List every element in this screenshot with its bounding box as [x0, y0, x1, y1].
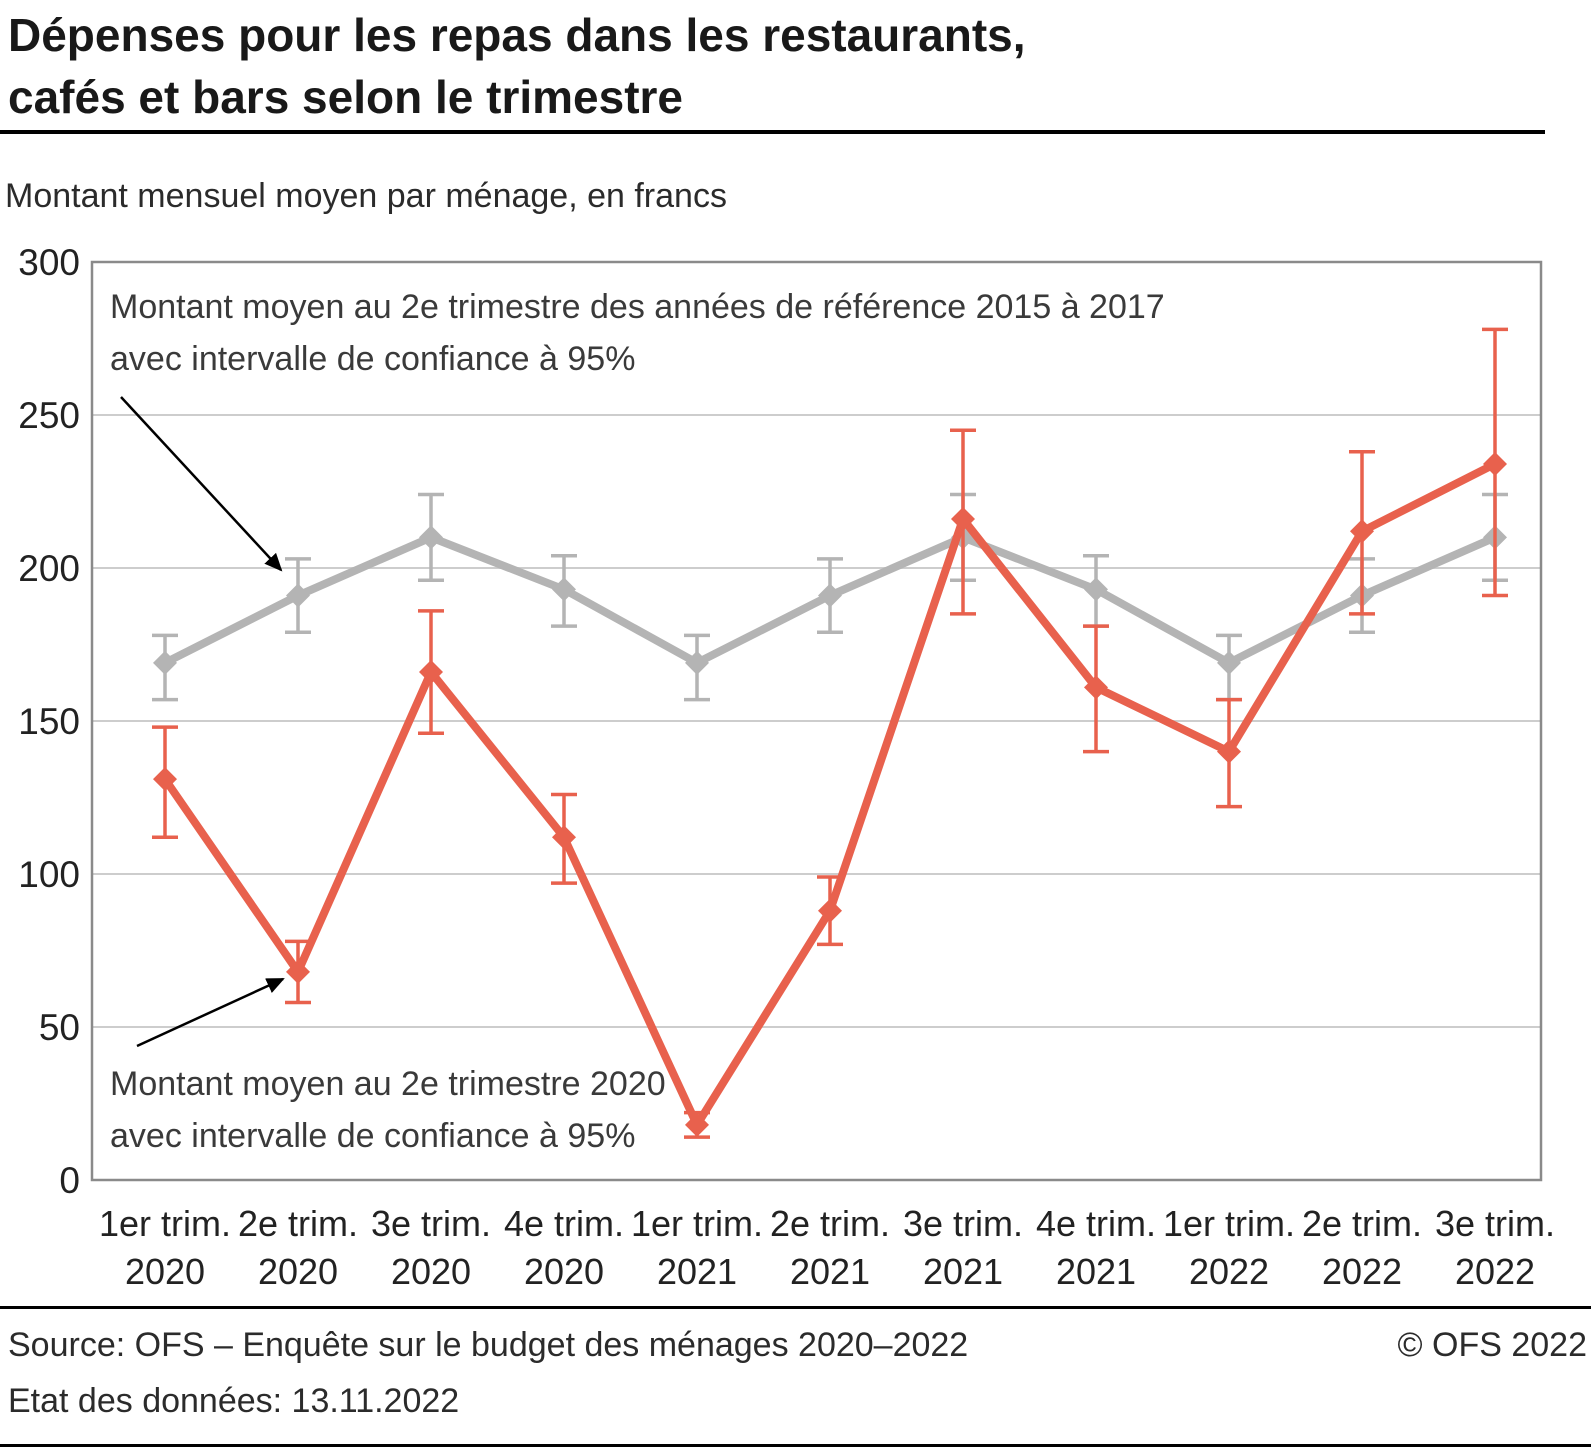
x-tick-label-quarter: 1er trim. [1163, 1203, 1295, 1244]
chart-title: Dépenses pour les repas dans les restaur… [8, 4, 1528, 128]
data-point-marker [818, 583, 842, 608]
data-point-marker [685, 1112, 709, 1137]
x-tick-label-quarter: 2e trim. [238, 1203, 358, 1244]
data-point-marker [153, 767, 177, 792]
annotation-reference-line2: avec intervalle de confiance à 95% [110, 340, 636, 378]
x-tick-label-year: 2021 [1056, 1251, 1136, 1292]
data-point-marker [552, 825, 576, 850]
annotation-arrows [120, 396, 285, 1048]
x-tick-label-year: 2021 [790, 1251, 870, 1292]
x-tick-label-quarter: 1er trim. [631, 1203, 763, 1244]
annotation-actual-arrow [136, 977, 285, 1048]
data-point-marker [1084, 675, 1108, 700]
title-divider [0, 130, 1545, 134]
data-point-marker [419, 525, 443, 550]
x-tick-label-year: 2022 [1189, 1251, 1269, 1292]
data-point-marker [1217, 739, 1241, 764]
x-tick-label-year: 2020 [391, 1251, 471, 1292]
data-point-marker [685, 650, 709, 675]
y-tick-label: 50 [39, 1007, 80, 1048]
footer-divider-top [0, 1306, 1591, 1309]
y-tick-label: 0 [59, 1160, 80, 1201]
x-tick-label-quarter: 3e trim. [371, 1203, 491, 1244]
chart-subtitle: Montant mensuel moyen par ménage, en fra… [5, 177, 727, 215]
source-text: Source: OFS – Enquête sur le budget des … [8, 1326, 969, 1364]
x-tick-label-quarter: 2e trim. [1302, 1203, 1422, 1244]
y-tick-label: 100 [18, 854, 80, 895]
y-tick-label: 150 [18, 701, 80, 742]
x-tick-label-quarter: 4e trim. [1036, 1203, 1156, 1244]
chart-title-line2: cafés et bars selon le trimestre [8, 71, 683, 123]
data-point-marker [286, 959, 310, 984]
annotation-actual-line1: Montant moyen au 2e trimestre 2020 [110, 1065, 666, 1103]
y-tick-label: 300 [18, 242, 80, 283]
x-tick-label-year: 2022 [1322, 1251, 1402, 1292]
data-state-text: Etat des données: 13.11.2022 [8, 1382, 460, 1420]
x-tick-label-year: 2021 [923, 1251, 1003, 1292]
footer-source-row: Source: OFS – Enquête sur le budget des … [8, 1326, 1587, 1365]
x-tick-label-year: 2020 [258, 1251, 338, 1292]
data-point-marker [1350, 519, 1374, 544]
data-point-marker [419, 660, 443, 685]
x-tick-label-year: 2022 [1455, 1251, 1535, 1292]
data-point-marker [286, 583, 310, 608]
data-point-marker [1483, 451, 1507, 476]
x-tick-label-year: 2021 [657, 1251, 737, 1292]
x-tick-label-quarter: 3e trim. [903, 1203, 1023, 1244]
annotation-reference: Montant moyen au 2e trimestre des années… [110, 281, 1165, 385]
y-tick-label: 250 [18, 395, 80, 436]
data-point-marker [153, 650, 177, 675]
series-actual-2020-2022 [152, 327, 1508, 1139]
data-point-marker [552, 577, 576, 602]
x-tick-label-quarter: 2e trim. [770, 1203, 890, 1244]
x-tick-label-quarter: 3e trim. [1435, 1203, 1555, 1244]
y-tick-label: 200 [18, 548, 80, 589]
copyright-text: © OFS 2022 [1397, 1326, 1587, 1364]
x-tick-label-year: 2020 [125, 1251, 205, 1292]
annotation-reference-line1: Montant moyen au 2e trimestre des années… [110, 288, 1165, 326]
chart-title-line1: Dépenses pour les repas dans les restaur… [8, 9, 1026, 61]
plot-area: 0 50 100 150 200 250 300 1er trim. 2020 2e trim. 2… [18, 242, 1555, 1292]
annotation-actual: Montant moyen au 2e trimestre 2020 avec … [110, 1058, 666, 1162]
data-point-marker [1217, 650, 1241, 675]
annotation-reference-arrow [120, 396, 283, 572]
x-tick-label-year: 2020 [524, 1251, 604, 1292]
data-point-marker [951, 507, 975, 532]
series-reference-2015-2017 [152, 492, 1508, 702]
data-point-marker [1084, 577, 1108, 602]
x-tick-label-quarter: 4e trim. [504, 1203, 624, 1244]
plot-frame [90, 260, 1543, 1182]
footer-divider-bottom [0, 1444, 1591, 1447]
x-tick-label-quarter: 1er trim. [99, 1203, 231, 1244]
annotation-actual-line2: avec intervalle de confiance à 95% [110, 1117, 636, 1155]
data-point-marker [818, 898, 842, 923]
